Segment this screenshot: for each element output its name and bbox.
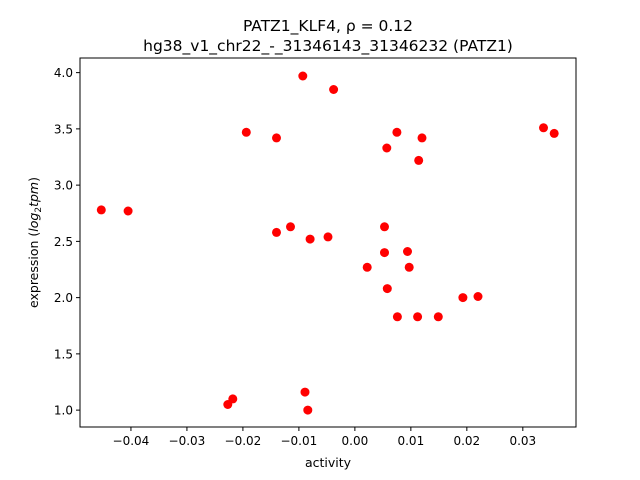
x-axis: −0.04 −0.03 −0.02 −0.01 0.00 0.01 0.02 0.03 <box>113 427 536 448</box>
x-tick-label: 0.02 <box>453 434 480 448</box>
data-point-15 <box>362 262 372 272</box>
data-point-1 <box>96 205 106 215</box>
x-tick-label: −0.03 <box>169 434 206 448</box>
data-point-7 <box>272 227 281 237</box>
data-point-25 <box>414 155 424 165</box>
y-tick-label: 4.0 <box>54 66 73 80</box>
data-point-2 <box>123 206 133 216</box>
data-point-5 <box>241 127 251 137</box>
data-point-19 <box>382 284 392 294</box>
y-axis-label: expression (log2tpm) <box>26 177 44 308</box>
data-point-22 <box>403 247 412 256</box>
x-tick-label: −0.01 <box>280 434 317 448</box>
data-point-6 <box>272 133 281 143</box>
x-tick-label: −0.02 <box>225 434 262 448</box>
data-point-30 <box>539 123 548 133</box>
data-point-8 <box>286 222 295 232</box>
y-axis: 1.0 1.5 2.0 2.5 3.0 3.5 4.0 <box>54 66 80 418</box>
data-point-28 <box>458 293 468 303</box>
y-tick-label: 3.0 <box>54 179 73 193</box>
plot-area <box>96 71 559 415</box>
data-point-31 <box>549 128 559 138</box>
data-point-11 <box>303 405 313 415</box>
data-point-20 <box>392 127 402 137</box>
y-tick-label: 2.5 <box>54 235 73 249</box>
data-point-23 <box>404 262 414 272</box>
x-tick-label: 0.01 <box>397 434 424 448</box>
data-point-14 <box>329 85 339 94</box>
y-tick-label: 1.0 <box>54 404 73 418</box>
chart-title-line1: PATZ1_KLF4, ρ = 0.12 <box>243 17 413 36</box>
y-tick-label: 2.0 <box>54 291 73 305</box>
data-point-17 <box>380 248 389 258</box>
data-point-16 <box>380 222 389 232</box>
x-tick-label: −0.04 <box>113 434 150 448</box>
chart-title-line2: hg38_v1_chr22_-_31346143_31346232 (PATZ1… <box>143 37 513 56</box>
data-point-27 <box>433 312 443 322</box>
axes-frame <box>79 57 577 428</box>
y-tick-label: 1.5 <box>54 347 73 361</box>
data-point-9 <box>298 71 308 81</box>
y-tick-label: 3.5 <box>54 122 73 136</box>
data-point-13 <box>323 232 333 242</box>
data-point-26 <box>417 133 427 143</box>
data-point-4 <box>228 394 238 404</box>
data-point-10 <box>300 387 310 397</box>
x-axis-label: activity <box>305 455 352 470</box>
data-point-29 <box>473 292 483 301</box>
data-point-24 <box>413 312 423 322</box>
x-tick-label: 0.00 <box>342 434 369 448</box>
data-point-18 <box>382 143 392 153</box>
x-tick-label: 0.03 <box>509 434 536 448</box>
data-point-12 <box>305 234 315 244</box>
data-point-21 <box>392 312 402 322</box>
